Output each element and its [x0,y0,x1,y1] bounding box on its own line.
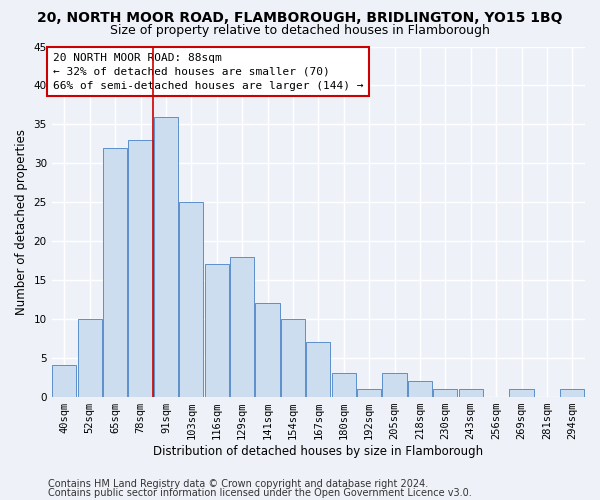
Y-axis label: Number of detached properties: Number of detached properties [15,128,28,314]
Bar [357,389,381,396]
Bar [205,264,229,396]
Bar [256,303,280,396]
Text: Size of property relative to detached houses in Flamborough: Size of property relative to detached ho… [110,24,490,37]
Bar [281,319,305,396]
Text: Contains public sector information licensed under the Open Government Licence v3: Contains public sector information licen… [48,488,472,498]
Bar [306,342,331,396]
Bar [179,202,203,396]
Bar [103,148,127,396]
Bar [154,116,178,396]
Bar [332,373,356,396]
Bar [560,389,584,396]
Bar [128,140,152,396]
Text: Contains HM Land Registry data © Crown copyright and database right 2024.: Contains HM Land Registry data © Crown c… [48,479,428,489]
Bar [458,389,483,396]
Bar [382,373,407,396]
Bar [509,389,533,396]
Text: 20, NORTH MOOR ROAD, FLAMBOROUGH, BRIDLINGTON, YO15 1BQ: 20, NORTH MOOR ROAD, FLAMBOROUGH, BRIDLI… [37,12,563,26]
Text: 20 NORTH MOOR ROAD: 88sqm
← 32% of detached houses are smaller (70)
66% of semi-: 20 NORTH MOOR ROAD: 88sqm ← 32% of detac… [53,52,364,90]
Bar [230,256,254,396]
Bar [433,389,457,396]
X-axis label: Distribution of detached houses by size in Flamborough: Distribution of detached houses by size … [153,444,484,458]
Bar [52,366,76,396]
Bar [408,381,432,396]
Bar [77,319,102,396]
